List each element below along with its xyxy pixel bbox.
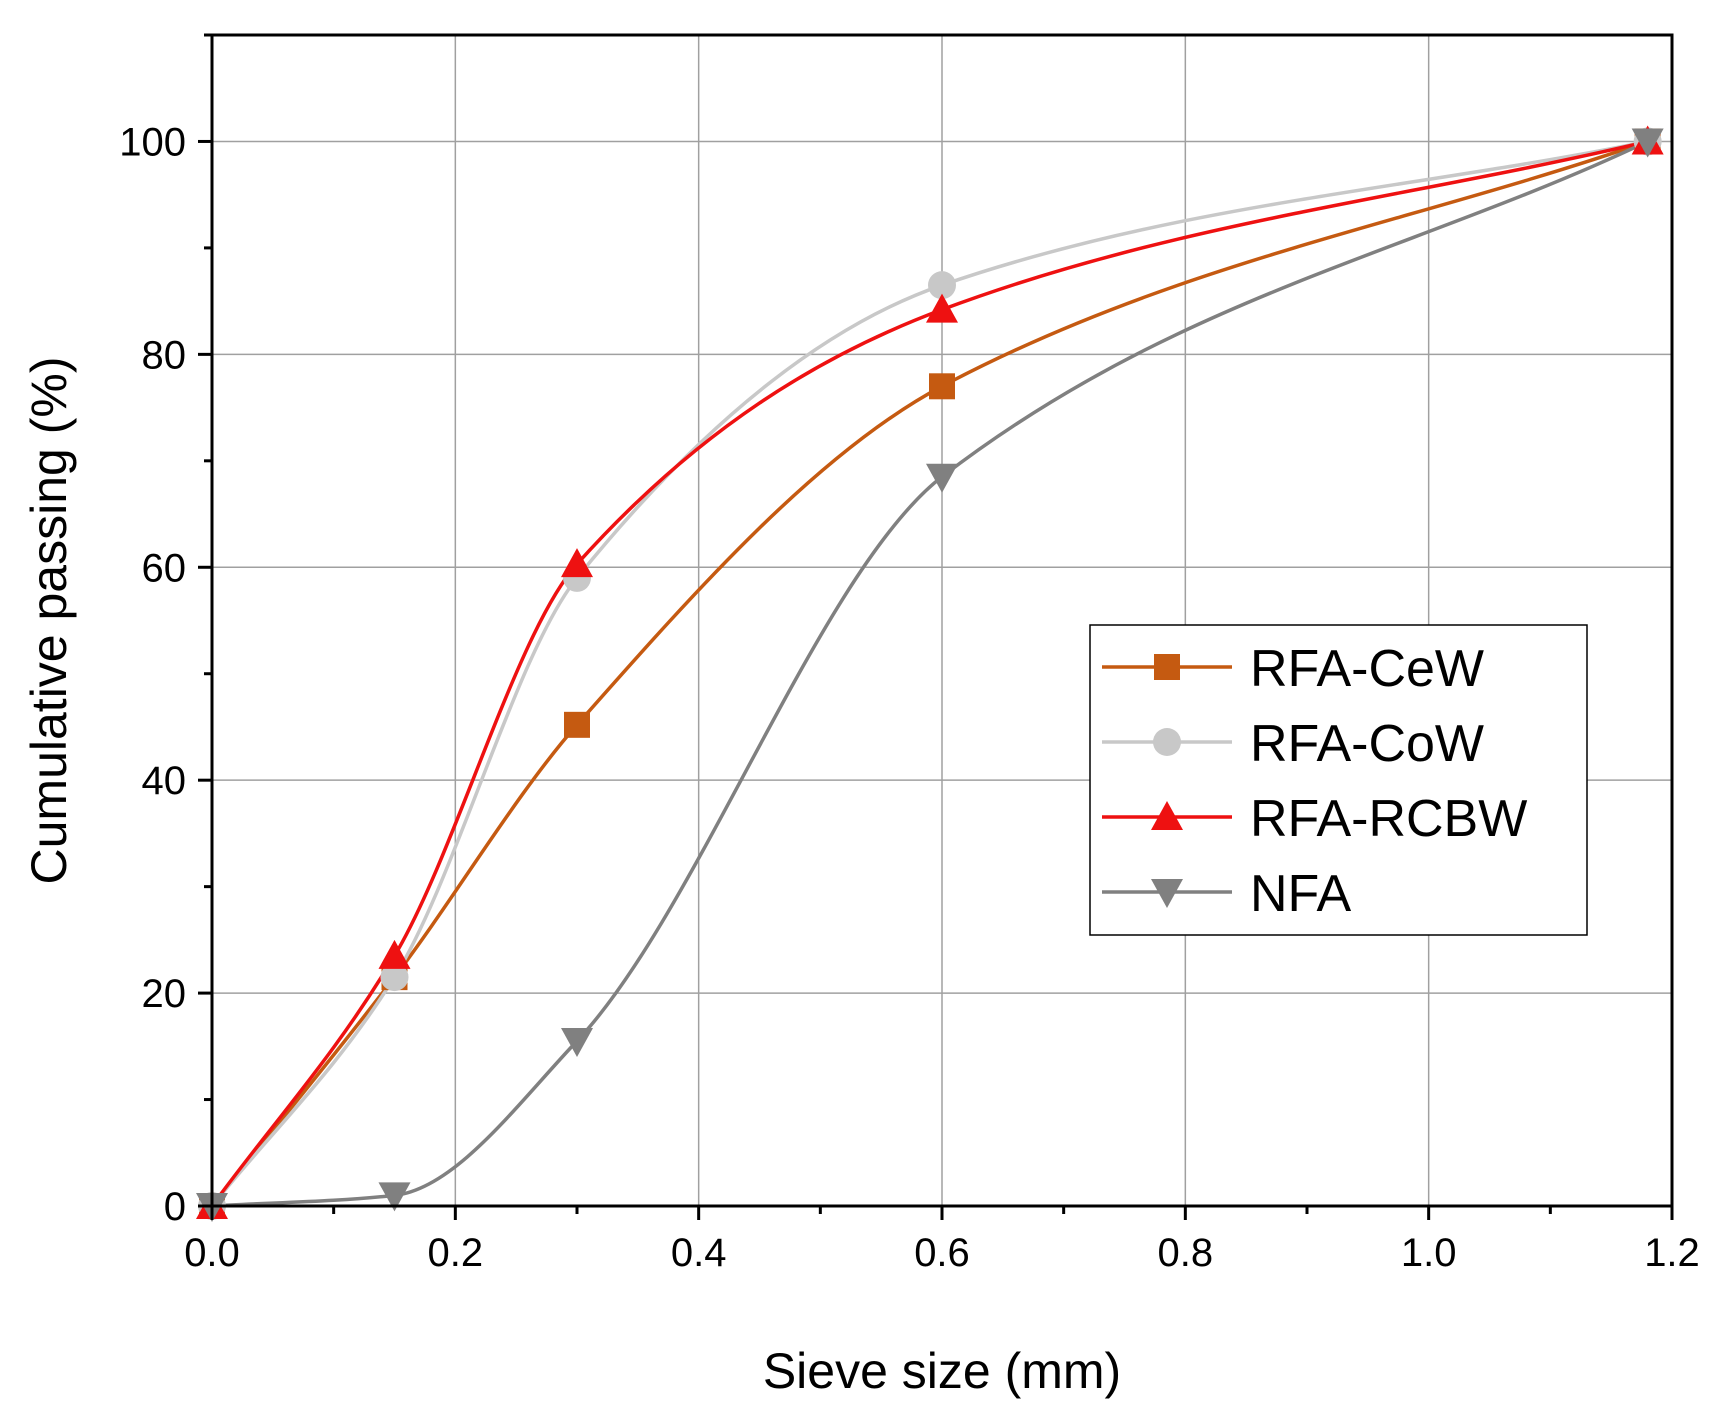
y-tick-labels: 0 20 40 60 80 100 xyxy=(119,120,186,1229)
grid-lines xyxy=(212,35,1672,1206)
y-tick-label: 40 xyxy=(142,759,187,803)
series-line-rfa-cow xyxy=(210,139,1649,1208)
legend-label-rfa-cew: RFA-CeW xyxy=(1250,640,1484,698)
legend-marker-rfa-rcbw xyxy=(1151,801,1183,830)
legend-marker-rfa-cew xyxy=(1154,654,1180,680)
data-point-rfa-cew xyxy=(929,373,955,400)
legend-marker-nfa xyxy=(1151,879,1183,908)
legend: RFA-CeW RFA-CoW RFA-RCBW NFA xyxy=(1089,624,1588,936)
x-tick-label: 0.6 xyxy=(914,1231,970,1275)
y-tick-label: 0 xyxy=(164,1185,186,1229)
x-tick-label: 0.2 xyxy=(428,1231,484,1275)
x-tick-label: 0.4 xyxy=(671,1231,727,1275)
data-point-nfa xyxy=(561,1027,593,1057)
data-point-rfa-rcbw xyxy=(561,548,593,578)
x-tick-label: 0.0 xyxy=(184,1231,240,1275)
legend-label-nfa: NFA xyxy=(1250,865,1351,923)
legend-label-rfa-cow: RFA-CoW xyxy=(1250,715,1484,773)
data-point-nfa xyxy=(378,1182,411,1212)
data-point-rfa-rcbw xyxy=(926,293,958,323)
data-point-nfa xyxy=(926,463,958,493)
x-tick-label: 1.2 xyxy=(1644,1231,1700,1275)
y-tick-label: 20 xyxy=(142,972,187,1016)
legend-label-rfa-rcbw: RFA-RCBW xyxy=(1250,790,1527,848)
legend-marker-rfa-cow xyxy=(1153,728,1181,756)
y-axis-label: Cumulative passing (%) xyxy=(21,357,77,885)
series-line-rfa-rcbw xyxy=(210,139,1649,1208)
y-tick-label: 80 xyxy=(142,333,187,377)
y-tick-label: 60 xyxy=(142,546,187,590)
series-line-rfa-cew xyxy=(210,139,1649,1208)
data-point-rfa-cow xyxy=(380,963,409,992)
data-point-rfa-rcbw xyxy=(378,939,411,969)
axis-ticks xyxy=(198,33,1674,1220)
data-point-nfa xyxy=(1631,128,1664,158)
data-point-rfa-cow xyxy=(928,271,956,300)
data-point-rfa-cew xyxy=(564,711,590,738)
x-tick-labels: 0.0 0.2 0.4 0.6 0.8 1.0 1.2 xyxy=(184,1231,1700,1275)
x-tick-label: 1.0 xyxy=(1401,1231,1457,1275)
series-markers xyxy=(196,125,1664,1222)
x-tick-label: 0.8 xyxy=(1158,1231,1214,1275)
x-axis-label: Sieve size (mm) xyxy=(763,1343,1121,1399)
y-tick-label: 100 xyxy=(119,120,186,164)
